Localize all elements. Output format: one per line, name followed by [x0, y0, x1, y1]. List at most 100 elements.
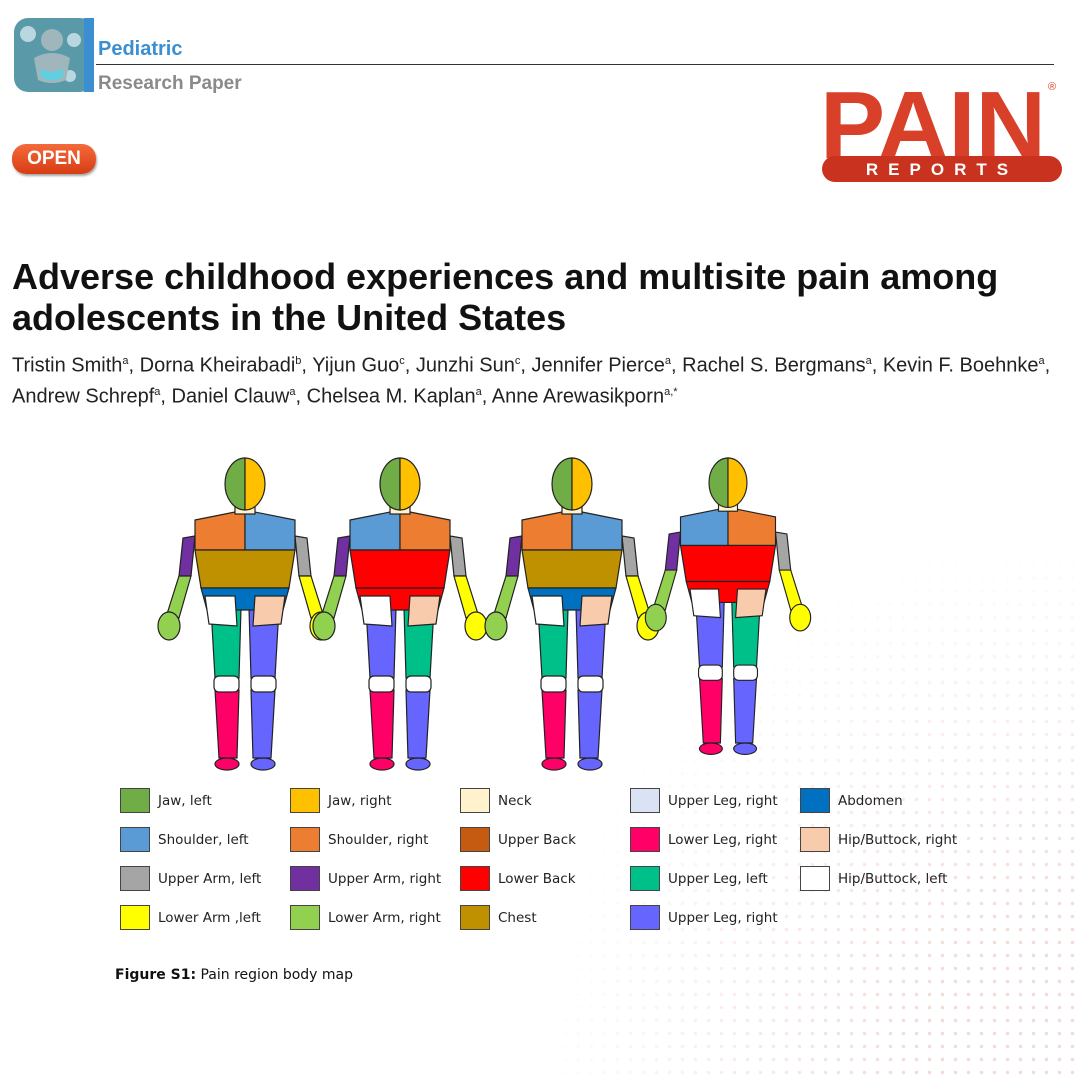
author-affiliation: a: [154, 385, 161, 398]
body-region: [214, 689, 240, 759]
body-region: [224, 457, 246, 511]
body-region: [405, 675, 432, 693]
legend-swatch: [290, 788, 320, 813]
legend-swatch: [800, 866, 830, 891]
legend-item: Upper Arm, left: [120, 866, 290, 891]
legend-swatch: [290, 905, 320, 930]
legend-swatch: [120, 866, 150, 891]
body-region: [484, 611, 508, 641]
body-region: [541, 689, 567, 759]
legend-swatch: [630, 827, 660, 852]
body-region: [697, 664, 723, 681]
body-region: [407, 595, 441, 627]
author-name: Chelsea M. Kaplan: [306, 385, 476, 408]
body-region: [571, 509, 623, 551]
legend-label: Hip/Buttock, left: [838, 870, 948, 887]
author-name: Junzhi Sun: [415, 354, 515, 377]
legend-swatch: [120, 827, 150, 852]
body-region: [521, 509, 573, 551]
body-region: [571, 457, 593, 511]
body-region: [359, 595, 393, 627]
body-region: [399, 509, 451, 551]
body-region: [679, 544, 777, 583]
legend-item: Shoulder, right: [290, 827, 460, 852]
author-affiliation: c: [399, 355, 405, 367]
author-affiliation: a: [475, 385, 482, 398]
legend-item: Lower Leg, right: [630, 827, 800, 852]
body-region: [349, 549, 451, 589]
body-region: [733, 664, 759, 681]
figure-caption: Figure S1: Pain region body map: [115, 967, 353, 983]
body-region: [379, 457, 401, 511]
legend-item: Upper Arm, right: [290, 866, 460, 891]
logo-ribbon-text: REPORTS: [866, 160, 1018, 179]
legend-swatch: [290, 866, 320, 891]
author-name: Andrew Schrepf: [12, 385, 155, 408]
body-region: [449, 535, 467, 577]
body-region: [493, 575, 519, 619]
legend-label: Shoulder, right: [328, 831, 429, 848]
body-region: [349, 509, 401, 551]
body-region: [333, 535, 351, 577]
author-affiliation: a: [289, 385, 296, 398]
legend-label: Lower Leg, right: [668, 831, 778, 848]
body-region: [157, 611, 181, 641]
legend-label: Upper Leg, right: [668, 792, 778, 809]
legend-item: Lower Back: [460, 866, 630, 891]
body-region: [194, 509, 246, 551]
body-region: [250, 689, 276, 759]
legend-item: Upper Leg, right: [630, 905, 800, 930]
body-region: [321, 575, 347, 619]
body-region: [727, 457, 748, 508]
body-region: [644, 603, 667, 632]
legend-swatch: [460, 866, 490, 891]
body-region: [166, 575, 192, 619]
legend-label: Jaw, right: [328, 792, 392, 809]
body-region: [733, 742, 758, 755]
body-region: [250, 757, 276, 771]
legend-label: Hip/Buttock, right: [838, 831, 958, 848]
legend-item: Jaw, left: [120, 788, 290, 813]
figure-caption-label: Figure S1:: [115, 967, 197, 983]
body-region: [298, 575, 324, 619]
header-rule: [96, 64, 1054, 65]
legend-label: Abdomen: [838, 792, 903, 809]
body-region: [540, 675, 567, 693]
legend-swatch: [460, 788, 490, 813]
legend-label: Lower Arm, right: [328, 909, 441, 926]
author-name: Rachel S. Bergmans: [682, 354, 866, 377]
legend-item: Upper Leg, right: [630, 788, 800, 813]
author-list: Tristin Smitha, Dorna Kheirabadib, Yijun…: [12, 354, 1051, 408]
legend-swatch: [120, 905, 150, 930]
legend-item: Abdomen: [800, 788, 970, 813]
body-region: [531, 595, 565, 627]
logo-registered-mark: ®: [1048, 81, 1056, 93]
body-region: [369, 757, 395, 771]
pediatric-baby-icon: [14, 18, 94, 92]
body-region: [244, 509, 296, 551]
pain-reports-logo: PAIN ® REPORTS: [820, 72, 1062, 182]
author-name: Yijun Guo: [312, 354, 400, 377]
body-region: [664, 531, 682, 571]
legend-label: Neck: [498, 792, 532, 809]
article-title: Adverse childhood experiences and multis…: [12, 256, 999, 338]
figure-caption-text: Pain region body map: [196, 967, 354, 983]
author-name: Jennifer Pierce: [531, 354, 665, 377]
legend-label: Upper Leg, left: [668, 870, 768, 887]
body-region: [577, 689, 603, 759]
body-region: [774, 531, 792, 571]
body-region: [727, 506, 777, 546]
author-affiliation: a: [1038, 355, 1045, 367]
body-region: [399, 457, 421, 511]
legend-swatch: [630, 788, 660, 813]
legend-label: Upper Leg, right: [668, 909, 778, 926]
legend-item: Hip/Buttock, right: [800, 827, 970, 852]
body-region: [541, 757, 567, 771]
legend-label: Jaw, left: [158, 792, 212, 809]
legend-item: Upper Leg, left: [630, 866, 800, 891]
body-figure: [157, 457, 333, 771]
author-name: Tristin Smith: [12, 354, 123, 377]
body-region: [579, 595, 613, 627]
body-region: [250, 675, 277, 693]
legend-swatch: [800, 788, 830, 813]
